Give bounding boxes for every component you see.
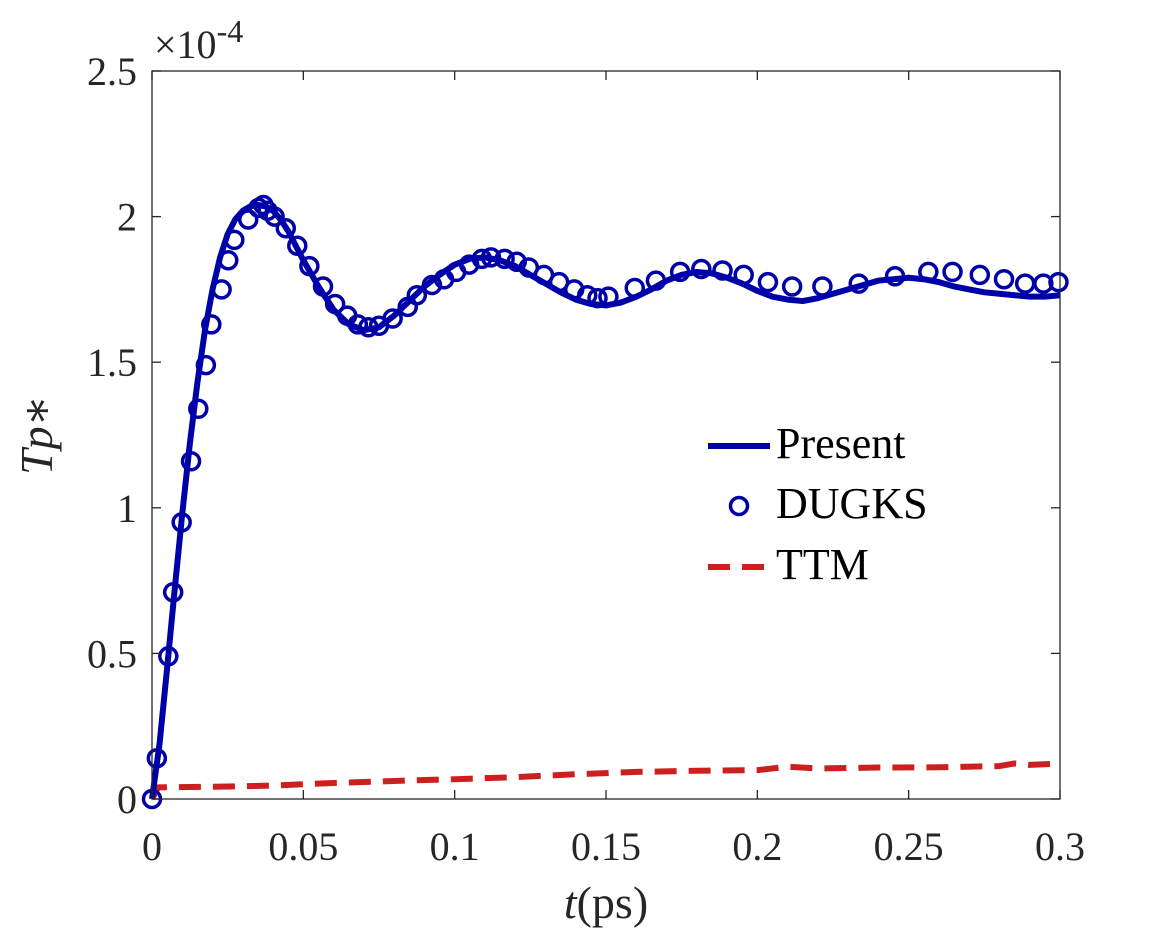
- plot-area: [152, 71, 1060, 799]
- dugks-point: [211, 279, 232, 300]
- dugks-point: [180, 450, 202, 472]
- dugks-point: [848, 273, 869, 294]
- dugks-point: [993, 268, 1015, 290]
- dugks-point: [188, 398, 209, 420]
- dugks-point: [224, 229, 245, 251]
- dugks-point: [195, 354, 217, 376]
- dugks-point: [669, 261, 691, 283]
- dugks-point: [969, 264, 991, 286]
- dugks-point: [884, 266, 906, 287]
- dugks-point: [237, 209, 259, 230]
- dugks-point: [264, 206, 285, 227]
- x-axis-label: t(ps): [564, 877, 648, 928]
- legend-present-label: Present: [776, 419, 906, 468]
- y-tick-label: 2.5: [87, 49, 137, 94]
- dugks-point: [494, 248, 515, 270]
- y-tick-label: 2: [117, 195, 137, 240]
- dugks-point: [347, 314, 369, 335]
- y-tick-label: 0.5: [87, 631, 137, 676]
- dugks-point: [733, 264, 754, 286]
- dugks-point: [812, 276, 833, 297]
- dugks-point: [645, 270, 667, 291]
- ttm-line: [149, 760, 1061, 801]
- dugks-point: [480, 247, 502, 268]
- dugks-point: [324, 293, 346, 315]
- dugks-point: [406, 284, 428, 306]
- series-layer: [141, 194, 1069, 810]
- dugks-point: [598, 286, 619, 307]
- dugks-point: [942, 261, 963, 283]
- x-tick-label: 0: [142, 824, 162, 869]
- y-tick-label: 1.5: [87, 340, 137, 385]
- dugks-point: [1048, 271, 1069, 293]
- dugks-point: [275, 217, 297, 239]
- dugks-point: [691, 258, 712, 280]
- dugks-point: [287, 235, 308, 256]
- legend-dugks-marker: [728, 495, 750, 517]
- y-axis-label: Tp∗: [11, 395, 62, 475]
- dugks-point: [587, 287, 608, 309]
- x-tick-label: 0.15: [571, 824, 641, 869]
- dugks-point: [146, 747, 168, 769]
- x-tick-label: 0.1: [430, 824, 480, 869]
- dugks-point: [712, 260, 733, 281]
- y-tick-label: 0: [117, 777, 137, 822]
- dugks-point: [382, 308, 403, 329]
- x-tick-label: 0.3: [1035, 824, 1085, 869]
- dugks-point: [757, 271, 779, 293]
- dugks-point: [471, 248, 493, 270]
- dugks-point: [624, 277, 646, 299]
- dugks-point: [312, 276, 334, 297]
- dugks-point: [218, 250, 239, 271]
- y-tick-label: 1: [117, 486, 137, 531]
- y-exponent-label: ×10-4: [154, 13, 243, 67]
- legend-dugks-label: DUGKS: [776, 479, 928, 528]
- x-tick-label: 0.2: [732, 824, 782, 869]
- legend: Present DUGKS TTM: [708, 419, 928, 589]
- dugks-point: [576, 284, 598, 306]
- dugks-point: [358, 317, 379, 338]
- dugks-point: [781, 276, 803, 297]
- dugks-point: [162, 581, 184, 603]
- dugks-point: [171, 512, 192, 533]
- dugks-point: [201, 314, 222, 335]
- x-tick-label: 0.25: [874, 824, 944, 869]
- axes-box: [151, 70, 1061, 800]
- legend-ttm-label: TTM: [776, 540, 869, 589]
- dugks-point: [299, 255, 320, 277]
- tick-label-layer: 0 0.05 0.1 0.15 0.2 0.25 0.3 0 0.5 1 1.5 2 2.5: [87, 49, 1085, 869]
- x-tick-label: 0.05: [268, 824, 338, 869]
- dugks-point: [158, 646, 179, 667]
- dugks-point: [918, 261, 939, 283]
